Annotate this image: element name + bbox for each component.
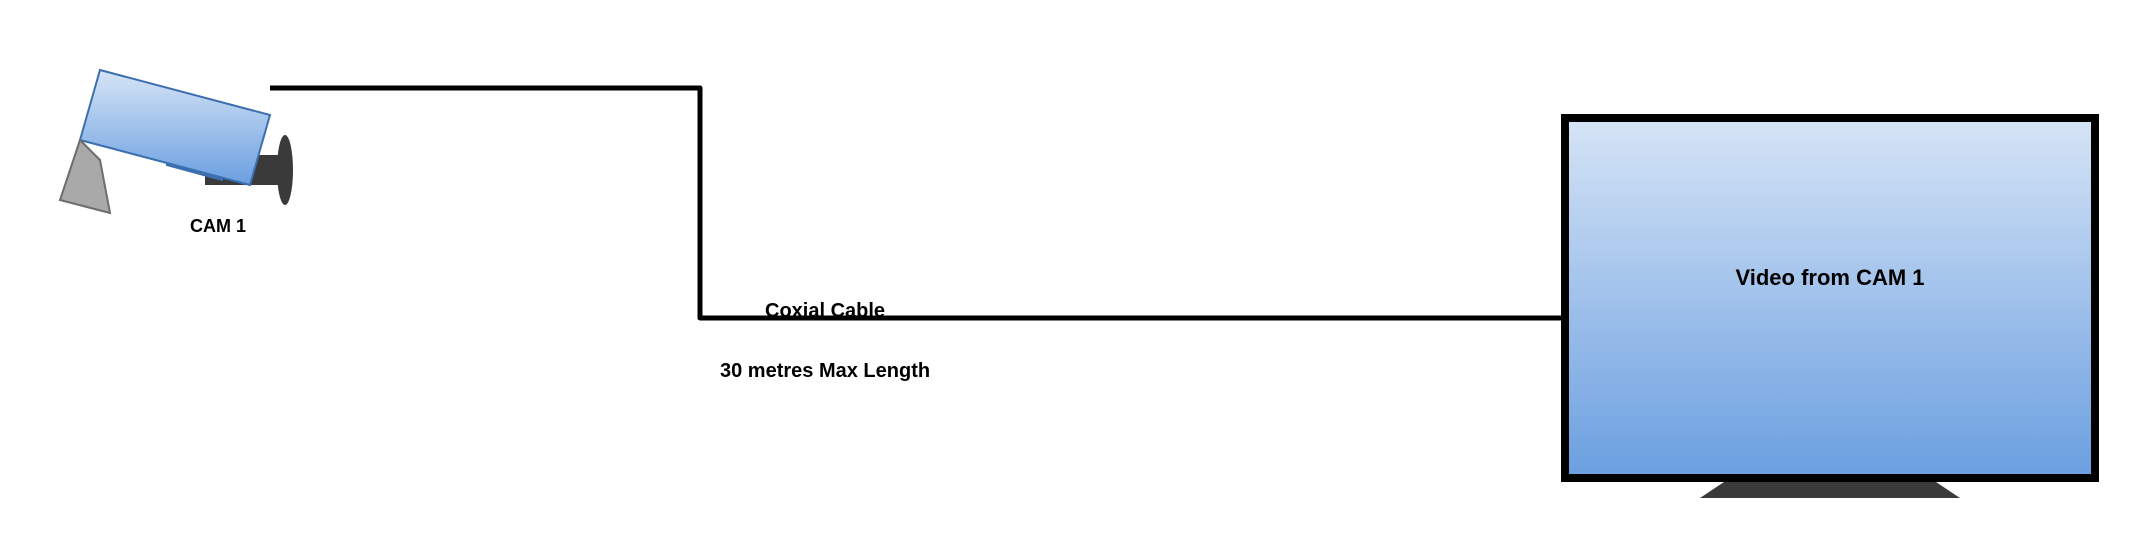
monitor-screen — [1565, 118, 2095, 478]
camera-label: CAM 1 — [190, 216, 246, 237]
cable-label-bottom: 30 metres Max Length — [720, 360, 930, 383]
monitor-label: Video from CAM 1 — [1735, 265, 1924, 290]
camera-lens — [60, 140, 110, 213]
coaxial-cable — [270, 88, 1565, 318]
cable-label-top: Coxial Cable — [765, 300, 885, 323]
